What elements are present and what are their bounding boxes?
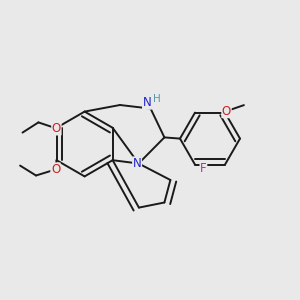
Text: F: F (200, 162, 207, 175)
Text: N: N (142, 96, 152, 109)
Text: O: O (222, 105, 231, 118)
Text: O: O (52, 122, 61, 135)
Text: N: N (133, 157, 142, 170)
Text: H: H (153, 94, 161, 104)
Text: O: O (51, 163, 60, 176)
